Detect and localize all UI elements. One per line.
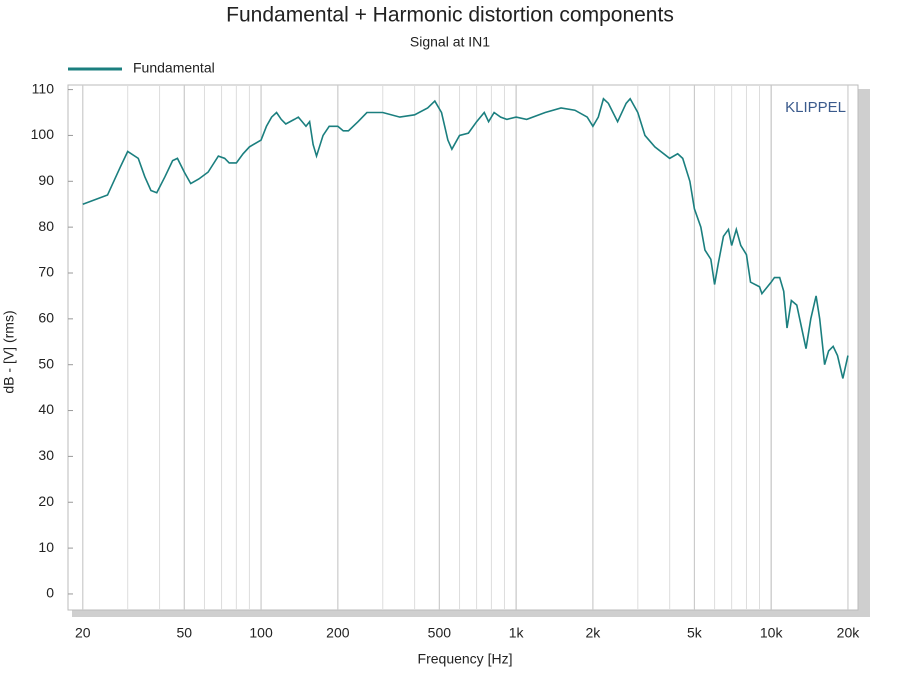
x-tick-label: 20 (75, 625, 91, 641)
x-tick-label: 200 (326, 625, 350, 641)
x-tick-label: 1k (509, 625, 525, 641)
y-tick-label: 20 (38, 493, 54, 509)
x-axis-label: Frequency [Hz] (418, 651, 513, 667)
y-axis-label: dB - [V] (rms) (1, 310, 17, 393)
x-tick-label: 10k (760, 625, 784, 641)
annotation: KLIPPEL (785, 99, 846, 116)
y-tick-label: 80 (38, 218, 54, 234)
y-tick-label: 110 (32, 80, 55, 96)
y-tick-label: 0 (46, 585, 54, 601)
chart-title: Fundamental + Harmonic distortion compon… (226, 4, 674, 27)
y-tick-label: 60 (38, 310, 54, 326)
x-tick-label: 20k (837, 625, 861, 641)
legend-label: Fundamental (133, 60, 215, 76)
x-tick-label: 100 (249, 625, 273, 641)
chart-subtitle: Signal at IN1 (410, 34, 490, 50)
y-tick-label: 100 (31, 126, 55, 142)
y-tick-label: 40 (38, 401, 54, 417)
x-tick-label: 50 (176, 625, 192, 641)
y-tick-label: 10 (38, 539, 54, 555)
x-tick-label: 500 (428, 625, 452, 641)
y-tick-label: 30 (38, 447, 54, 463)
y-tick-label: 70 (38, 264, 54, 280)
x-tick-label: 5k (687, 625, 703, 641)
line-series (82, 97, 849, 379)
y-tick-label: 90 (38, 172, 54, 188)
plot-area (67, 84, 859, 611)
y-tick-label: 50 (38, 355, 54, 371)
x-tick-label: 2k (585, 625, 601, 641)
